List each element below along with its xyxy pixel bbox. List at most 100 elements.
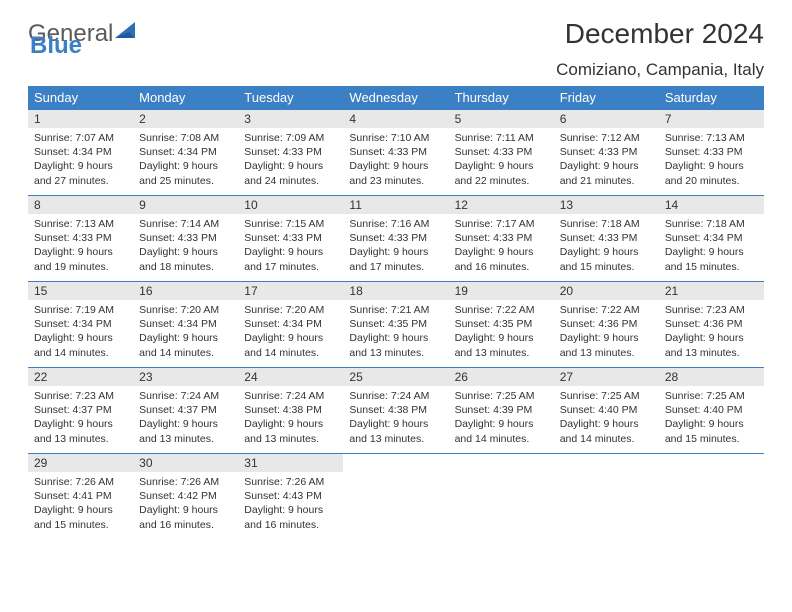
day-number: 16 <box>133 282 238 300</box>
day-number: 8 <box>28 196 133 214</box>
sunset-line: Sunset: 4:36 PM <box>665 318 743 330</box>
day-details: Sunrise: 7:12 AMSunset: 4:33 PMDaylight:… <box>554 128 659 192</box>
sunrise-line: Sunrise: 7:07 AM <box>34 132 114 144</box>
logo-word2: Blue <box>30 32 82 60</box>
calendar-week-row: 1Sunrise: 7:07 AMSunset: 4:34 PMDaylight… <box>28 110 764 196</box>
day-details: Sunrise: 7:25 AMSunset: 4:40 PMDaylight:… <box>554 386 659 450</box>
sunset-line: Sunset: 4:36 PM <box>560 318 638 330</box>
day-details: Sunrise: 7:09 AMSunset: 4:33 PMDaylight:… <box>238 128 343 192</box>
calendar-day-cell: 14Sunrise: 7:18 AMSunset: 4:34 PMDayligh… <box>659 196 764 282</box>
calendar-day-cell: .. <box>659 454 764 540</box>
day-number: 7 <box>659 110 764 128</box>
day-details: Sunrise: 7:17 AMSunset: 4:33 PMDaylight:… <box>449 214 554 278</box>
sunset-line: Sunset: 4:35 PM <box>455 318 533 330</box>
daylight-line: Daylight: 9 hours and 16 minutes. <box>244 504 323 530</box>
day-details: Sunrise: 7:07 AMSunset: 4:34 PMDaylight:… <box>28 128 133 192</box>
day-number: 9 <box>133 196 238 214</box>
calendar-week-row: 15Sunrise: 7:19 AMSunset: 4:34 PMDayligh… <box>28 282 764 368</box>
daylight-line: Daylight: 9 hours and 13 minutes. <box>244 418 323 444</box>
calendar-day-cell: 12Sunrise: 7:17 AMSunset: 4:33 PMDayligh… <box>449 196 554 282</box>
day-details: Sunrise: 7:16 AMSunset: 4:33 PMDaylight:… <box>343 214 448 278</box>
daylight-line: Daylight: 9 hours and 17 minutes. <box>349 246 428 272</box>
sunrise-line: Sunrise: 7:20 AM <box>139 304 219 316</box>
calendar-day-cell: 26Sunrise: 7:25 AMSunset: 4:39 PMDayligh… <box>449 368 554 454</box>
day-details: Sunrise: 7:14 AMSunset: 4:33 PMDaylight:… <box>133 214 238 278</box>
daylight-line: Daylight: 9 hours and 25 minutes. <box>139 160 218 186</box>
calendar-day-cell: 5Sunrise: 7:11 AMSunset: 4:33 PMDaylight… <box>449 110 554 196</box>
day-number: 3 <box>238 110 343 128</box>
day-number: 11 <box>343 196 448 214</box>
daylight-line: Daylight: 9 hours and 15 minutes. <box>560 246 639 272</box>
sunset-line: Sunset: 4:37 PM <box>139 404 217 416</box>
calendar-day-cell: 25Sunrise: 7:24 AMSunset: 4:38 PMDayligh… <box>343 368 448 454</box>
day-number: 20 <box>554 282 659 300</box>
sunset-line: Sunset: 4:33 PM <box>665 146 743 158</box>
logo-triangle-icon <box>115 22 139 40</box>
sunrise-line: Sunrise: 7:22 AM <box>455 304 535 316</box>
sunrise-line: Sunrise: 7:21 AM <box>349 304 429 316</box>
day-details: Sunrise: 7:21 AMSunset: 4:35 PMDaylight:… <box>343 300 448 364</box>
day-details: Sunrise: 7:18 AMSunset: 4:33 PMDaylight:… <box>554 214 659 278</box>
sunrise-line: Sunrise: 7:23 AM <box>665 304 745 316</box>
daylight-line: Daylight: 9 hours and 15 minutes. <box>34 504 113 530</box>
sunset-line: Sunset: 4:34 PM <box>244 318 322 330</box>
weekday-header: Monday <box>133 86 238 110</box>
day-number: 17 <box>238 282 343 300</box>
day-number: 30 <box>133 454 238 472</box>
day-number: 19 <box>449 282 554 300</box>
calendar-day-cell: 9Sunrise: 7:14 AMSunset: 4:33 PMDaylight… <box>133 196 238 282</box>
calendar-week-row: 8Sunrise: 7:13 AMSunset: 4:33 PMDaylight… <box>28 196 764 282</box>
sunset-line: Sunset: 4:35 PM <box>349 318 427 330</box>
day-details: Sunrise: 7:24 AMSunset: 4:38 PMDaylight:… <box>343 386 448 450</box>
calendar-week-row: 29Sunrise: 7:26 AMSunset: 4:41 PMDayligh… <box>28 454 764 540</box>
daylight-line: Daylight: 9 hours and 13 minutes. <box>455 332 534 358</box>
daylight-line: Daylight: 9 hours and 13 minutes. <box>34 418 113 444</box>
day-number: 25 <box>343 368 448 386</box>
sunset-line: Sunset: 4:34 PM <box>139 146 217 158</box>
daylight-line: Daylight: 9 hours and 14 minutes. <box>34 332 113 358</box>
sunset-line: Sunset: 4:34 PM <box>139 318 217 330</box>
day-number: 23 <box>133 368 238 386</box>
day-details: Sunrise: 7:13 AMSunset: 4:33 PMDaylight:… <box>659 128 764 192</box>
day-details: Sunrise: 7:23 AMSunset: 4:37 PMDaylight:… <box>28 386 133 450</box>
sunset-line: Sunset: 4:43 PM <box>244 490 322 502</box>
day-number: 28 <box>659 368 764 386</box>
sunset-line: Sunset: 4:33 PM <box>455 146 533 158</box>
daylight-line: Daylight: 9 hours and 22 minutes. <box>455 160 534 186</box>
sunrise-line: Sunrise: 7:18 AM <box>560 218 640 230</box>
sunset-line: Sunset: 4:42 PM <box>139 490 217 502</box>
weekday-header: Friday <box>554 86 659 110</box>
calendar-day-cell: 27Sunrise: 7:25 AMSunset: 4:40 PMDayligh… <box>554 368 659 454</box>
sunset-line: Sunset: 4:33 PM <box>139 232 217 244</box>
calendar-day-cell: 24Sunrise: 7:24 AMSunset: 4:38 PMDayligh… <box>238 368 343 454</box>
calendar-day-cell: .. <box>554 454 659 540</box>
calendar-day-cell: 10Sunrise: 7:15 AMSunset: 4:33 PMDayligh… <box>238 196 343 282</box>
sunrise-line: Sunrise: 7:08 AM <box>139 132 219 144</box>
calendar-day-cell: 11Sunrise: 7:16 AMSunset: 4:33 PMDayligh… <box>343 196 448 282</box>
calendar-day-cell: 8Sunrise: 7:13 AMSunset: 4:33 PMDaylight… <box>28 196 133 282</box>
sunset-line: Sunset: 4:38 PM <box>244 404 322 416</box>
day-number: 14 <box>659 196 764 214</box>
calendar-day-cell: 1Sunrise: 7:07 AMSunset: 4:34 PMDaylight… <box>28 110 133 196</box>
calendar-day-cell: 30Sunrise: 7:26 AMSunset: 4:42 PMDayligh… <box>133 454 238 540</box>
calendar-day-cell: 16Sunrise: 7:20 AMSunset: 4:34 PMDayligh… <box>133 282 238 368</box>
sunrise-line: Sunrise: 7:25 AM <box>455 390 535 402</box>
calendar-day-cell: 23Sunrise: 7:24 AMSunset: 4:37 PMDayligh… <box>133 368 238 454</box>
weekday-header: Thursday <box>449 86 554 110</box>
calendar-day-cell: 20Sunrise: 7:22 AMSunset: 4:36 PMDayligh… <box>554 282 659 368</box>
sunset-line: Sunset: 4:33 PM <box>349 146 427 158</box>
sunset-line: Sunset: 4:37 PM <box>34 404 112 416</box>
calendar-week-row: 22Sunrise: 7:23 AMSunset: 4:37 PMDayligh… <box>28 368 764 454</box>
calendar-day-cell: 17Sunrise: 7:20 AMSunset: 4:34 PMDayligh… <box>238 282 343 368</box>
daylight-line: Daylight: 9 hours and 17 minutes. <box>244 246 323 272</box>
sunrise-line: Sunrise: 7:10 AM <box>349 132 429 144</box>
sunrise-line: Sunrise: 7:17 AM <box>455 218 535 230</box>
daylight-line: Daylight: 9 hours and 16 minutes. <box>455 246 534 272</box>
calendar-day-cell: 28Sunrise: 7:25 AMSunset: 4:40 PMDayligh… <box>659 368 764 454</box>
daylight-line: Daylight: 9 hours and 13 minutes. <box>560 332 639 358</box>
daylight-line: Daylight: 9 hours and 14 minutes. <box>560 418 639 444</box>
sunrise-line: Sunrise: 7:13 AM <box>665 132 745 144</box>
sunrise-line: Sunrise: 7:18 AM <box>665 218 745 230</box>
weekday-header: Saturday <box>659 86 764 110</box>
day-number: 22 <box>28 368 133 386</box>
